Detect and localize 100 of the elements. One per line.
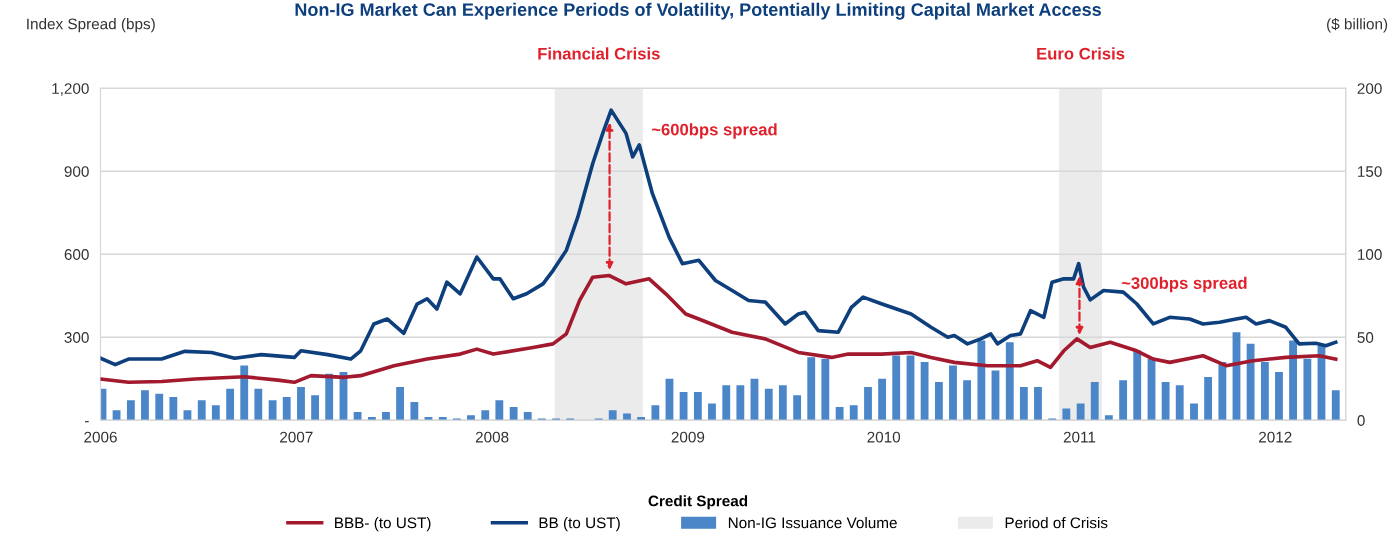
bar <box>1260 362 1269 421</box>
annotation: ~300bps spread <box>1121 276 1247 293</box>
y-tick-label: 900 <box>64 166 89 177</box>
bar <box>1289 340 1297 421</box>
bar <box>410 401 419 421</box>
bar <box>934 382 943 421</box>
bar <box>991 370 1000 421</box>
legend-label: BBB- (to UST) <box>335 517 431 532</box>
bar <box>396 387 404 421</box>
bar <box>1090 382 1099 421</box>
bar <box>1104 415 1113 421</box>
bar <box>1076 403 1085 421</box>
y2-tick-label: 100 <box>1358 249 1382 260</box>
x-tick-label: 2008 <box>475 431 509 443</box>
bar <box>226 388 235 421</box>
bar <box>1034 387 1042 421</box>
y2-tick-label: 0 <box>1357 415 1365 426</box>
bar <box>1062 408 1071 421</box>
chart-title: Non-IG Market Can Experience Periods of Volatility, Potentially Limiting Capital Market Access <box>295 2 1101 20</box>
legend-label: Non-IG Issuance Volume <box>728 517 897 529</box>
bar <box>920 362 929 421</box>
y2-tick-label: 200 <box>1357 83 1382 94</box>
x-tick-label: 2010 <box>867 431 901 443</box>
legend-label: BB (to UST) <box>539 517 620 532</box>
bar <box>835 406 844 421</box>
x-tick-label: 2011 <box>1063 431 1096 443</box>
y2-axis-title: ($ billion) <box>1327 17 1388 33</box>
y-tick-label: 1,200 <box>52 83 89 96</box>
bar <box>282 396 291 421</box>
bar <box>1331 390 1340 421</box>
bar <box>297 387 305 421</box>
x-tick-label: 2007 <box>280 431 313 443</box>
bar <box>849 405 858 421</box>
bar <box>1119 380 1128 421</box>
bar <box>1133 350 1142 421</box>
bar <box>183 410 192 421</box>
y-tick-label: 300 <box>64 332 89 343</box>
bar <box>864 387 872 421</box>
y2-tick-label: 150 <box>1358 166 1382 177</box>
bar <box>651 405 660 421</box>
bar <box>1303 358 1312 421</box>
bar <box>892 355 901 421</box>
bar <box>878 378 887 421</box>
bar <box>211 405 220 421</box>
bar <box>693 391 702 421</box>
bar <box>382 411 390 421</box>
bar <box>155 393 164 421</box>
x-tick-label: 2009 <box>671 431 705 443</box>
bar <box>1218 362 1227 421</box>
bar <box>637 416 646 421</box>
bar <box>240 365 249 421</box>
bar <box>963 380 971 421</box>
bar <box>197 400 206 421</box>
bar <box>906 355 915 421</box>
bar <box>949 365 957 421</box>
line-series <box>100 108 1338 367</box>
y2-tick-label: 50 <box>1357 332 1374 343</box>
bar <box>141 390 149 421</box>
bar <box>623 413 631 421</box>
text: Euro Crisis <box>1037 47 1125 60</box>
bar <box>311 395 320 421</box>
bar <box>793 395 802 421</box>
bar <box>778 385 787 421</box>
bar <box>1204 377 1213 421</box>
bar <box>1005 342 1014 421</box>
bar <box>353 411 362 421</box>
bar <box>268 400 277 421</box>
bar <box>821 358 830 421</box>
bar <box>1275 372 1283 421</box>
x-tick-label: 2006 <box>84 431 117 443</box>
legend-label: Period of Crisis <box>1005 517 1108 529</box>
bar <box>807 357 816 421</box>
bar <box>112 410 121 421</box>
bar <box>367 416 376 421</box>
bar <box>1190 403 1198 421</box>
bar <box>977 340 986 421</box>
legend-title: Credit Spread <box>648 495 748 510</box>
bar <box>126 400 135 421</box>
bar <box>1175 385 1184 421</box>
y-tick-label: - <box>84 421 89 423</box>
bar <box>254 388 263 421</box>
bar <box>708 403 716 421</box>
bar <box>481 410 490 421</box>
x-tick-label: 2012 <box>1259 431 1292 443</box>
bar <box>169 396 178 421</box>
bar <box>1246 343 1255 421</box>
bar <box>764 388 773 421</box>
bar <box>467 415 475 421</box>
bar <box>325 373 334 421</box>
annotation: ~600bps spread <box>651 123 777 139</box>
y-tick-label: 600 <box>64 249 89 260</box>
bar <box>1019 387 1028 421</box>
bar <box>495 400 504 421</box>
bar <box>1161 382 1170 421</box>
bar <box>736 385 745 421</box>
bar <box>523 411 532 421</box>
bar <box>722 385 731 421</box>
y-axis-title: Index Spread (bps) <box>27 18 155 33</box>
text: Financial Crisis <box>538 47 660 60</box>
bar <box>438 416 447 421</box>
